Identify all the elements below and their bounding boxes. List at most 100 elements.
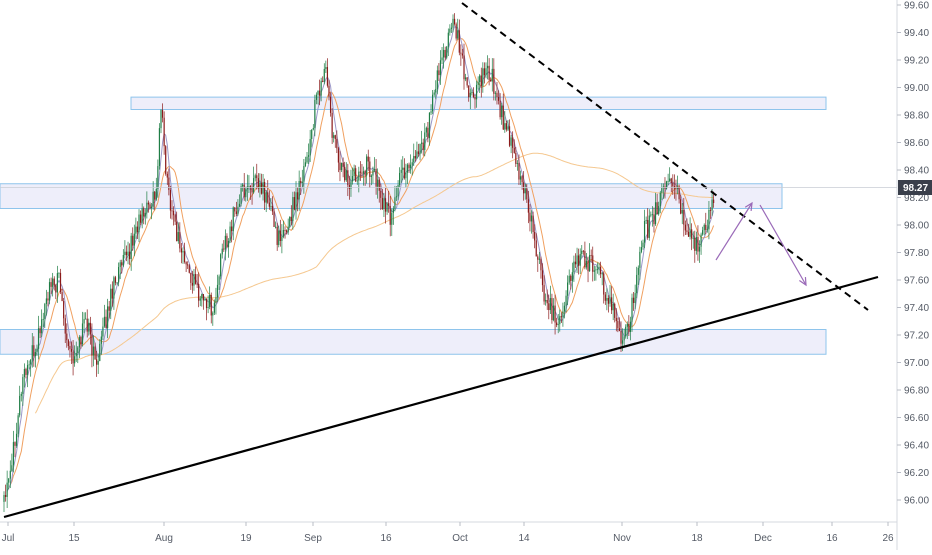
candle-body [36,348,38,353]
candle-body [543,285,545,302]
candle-body [364,171,366,176]
candle-body [362,171,365,174]
candle-body [177,232,179,242]
candle-body [691,229,693,239]
candle-body [292,197,294,222]
candle-body [670,178,672,183]
y-tick-label: 96.60 [904,413,929,424]
candle-body [626,324,628,327]
candle-body [521,176,523,183]
candle-body [436,70,438,89]
candle-body [141,208,143,223]
candle-body [312,127,314,130]
candle-body [383,198,385,210]
candle-body [623,336,625,341]
candle-body [596,268,599,270]
candle-body [9,470,11,479]
candle-body [373,168,376,171]
candle-body [320,80,322,96]
candle-body [479,75,481,82]
candle-body [447,32,449,47]
candle-body [264,181,266,203]
candle-body [424,132,426,151]
candle-body [675,188,677,190]
x-tick-label: Jul [2,533,15,544]
candle-body [188,265,190,273]
candle-body [15,433,18,446]
candle-body [659,192,661,207]
candle-body [351,176,354,182]
candle-body [559,316,561,325]
y-tick-label: 97.80 [904,248,929,259]
y-tick-label: 99.40 [904,28,929,39]
candle-body [201,294,203,299]
x-tick-label: Sep [304,533,322,544]
candle-body [282,230,285,237]
candle-body [422,142,424,151]
candle-body [656,202,658,215]
candle-body [589,255,591,272]
candle-body [185,261,187,265]
candle-body [80,336,82,345]
y-tick-label: 98.00 [904,221,929,232]
candle-body [41,319,43,334]
candle-body [639,251,641,268]
candle-body [165,146,167,174]
candle-body [238,203,241,207]
candle-body [416,151,418,159]
candle-body [562,311,564,318]
candle-body [598,266,600,269]
candle-body [601,273,603,275]
candle-body [375,168,377,187]
candle-body [413,155,415,163]
candle-body [472,92,475,98]
candle-body [334,135,336,140]
candle-body [369,161,371,177]
y-tick-label: 96.80 [904,386,929,397]
candle-body [259,182,261,189]
candle-body [190,272,192,283]
candle-body [88,322,90,332]
y-tick-label: 96.00 [904,496,929,507]
candle-body [58,272,60,274]
candle-body [348,185,350,189]
candle-body [270,205,272,207]
candle-body [414,155,416,159]
candle-body [425,127,427,133]
candle-body [615,317,617,322]
candle-body [331,112,333,138]
last-price-badge: 98.27 [898,180,932,195]
candle-body [378,179,380,191]
candle-body [59,272,62,293]
candle-body [491,68,493,82]
y-tick-label: 98.80 [904,111,929,122]
candle-body [169,190,172,211]
candle-body [307,155,310,157]
y-tick-label: 98.60 [904,138,929,149]
candle-body [582,250,584,252]
up-projection-arrow [715,201,753,261]
candle-body [154,191,156,200]
candle-body [26,365,29,375]
candle-body [67,340,69,346]
candle-body [648,215,650,238]
candle-body [176,221,178,242]
candle-body [121,262,123,266]
candle-body [89,322,91,335]
candle-body [301,181,303,184]
candle-body [103,316,106,327]
candle-body [99,343,101,361]
candle-body [563,305,566,312]
candle-body [125,251,128,256]
candle-body [110,288,112,311]
candle-body [443,49,445,58]
candle-body [286,230,288,233]
candle-body [634,293,636,303]
candle-body [42,318,44,320]
candle-body [449,28,451,33]
y-tick-label: 99.60 [904,1,929,12]
candle-body [556,322,558,326]
candle-body [529,212,531,222]
